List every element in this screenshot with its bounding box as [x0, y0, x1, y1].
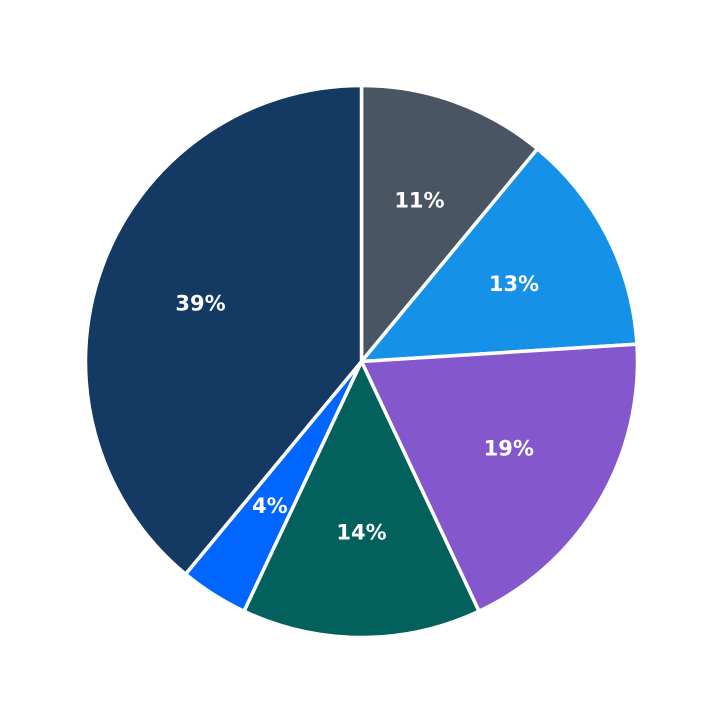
pie-slice-5	[83, 83, 364, 576]
pie-slice-2	[359, 342, 640, 613]
pie-slice-1	[359, 147, 639, 364]
pie-slice-label-0: 11%	[394, 189, 444, 213]
pie-slice-label-2: 19%	[484, 437, 534, 461]
pie-labels: 11% 13% 19% 14% 4% 39%	[175, 189, 539, 545]
pie-slice-0	[359, 83, 540, 364]
pie-slice-label-5: 39%	[175, 292, 225, 316]
pie-slice-label-4: 4%	[252, 494, 288, 518]
pie-slice-label-1: 13%	[489, 272, 539, 296]
pie-slice-label-3: 14%	[336, 521, 386, 545]
pie-slice-3	[242, 359, 481, 640]
pie-slices	[83, 83, 640, 640]
